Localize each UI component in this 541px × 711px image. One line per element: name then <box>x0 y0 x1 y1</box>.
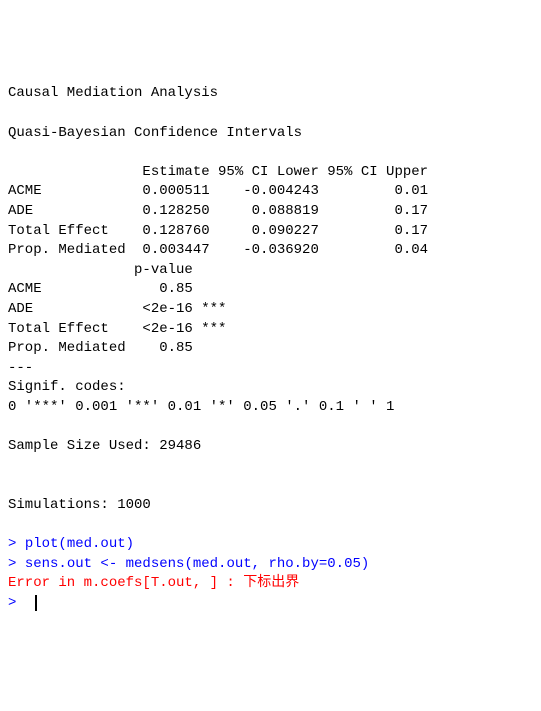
table-header: Estimate 95% CI Lower 95% CI Upper <box>8 164 428 180</box>
command-text: plot(med.out) <box>25 536 134 552</box>
table-row: Prop. Mediated 0.003447 -0.036920 0.04 <box>8 242 428 258</box>
table-row: ADE <2e-16 *** <box>8 301 226 317</box>
analysis-title: Causal Mediation Analysis <box>8 85 218 101</box>
table-row: Prop. Mediated 0.85 <box>8 340 193 356</box>
command-text: sens.out <- medsens(med.out, rho.by=0.05… <box>25 556 369 572</box>
sample-size: Sample Size Used: 29486 <box>8 438 201 454</box>
r-console-output: Causal Mediation Analysis Quasi-Bayesian… <box>8 84 533 613</box>
table-row: Total Effect <2e-16 *** <box>8 321 226 337</box>
signif-label: Signif. codes: <box>8 379 126 395</box>
separator: --- <box>8 360 33 376</box>
method-title: Quasi-Bayesian Confidence Intervals <box>8 125 302 141</box>
table-row: ACME 0.000511 -0.004243 0.01 <box>8 183 428 199</box>
table-row: ADE 0.128250 0.088819 0.17 <box>8 203 428 219</box>
r-prompt: > <box>8 536 25 552</box>
simulations: Simulations: 1000 <box>8 497 151 513</box>
table-row: Total Effect 0.128760 0.090227 0.17 <box>8 223 428 239</box>
pvalue-header: p-value <box>8 262 193 278</box>
cursor-icon <box>35 595 37 611</box>
r-prompt[interactable]: > <box>8 595 25 611</box>
error-message: Error in m.coefs[T.out, ] : 下标出界 <box>8 575 299 591</box>
table-row: ACME 0.85 <box>8 281 193 297</box>
r-prompt: > <box>8 556 25 572</box>
signif-codes: 0 '***' 0.001 '**' 0.01 '*' 0.05 '.' 0.1… <box>8 399 394 415</box>
